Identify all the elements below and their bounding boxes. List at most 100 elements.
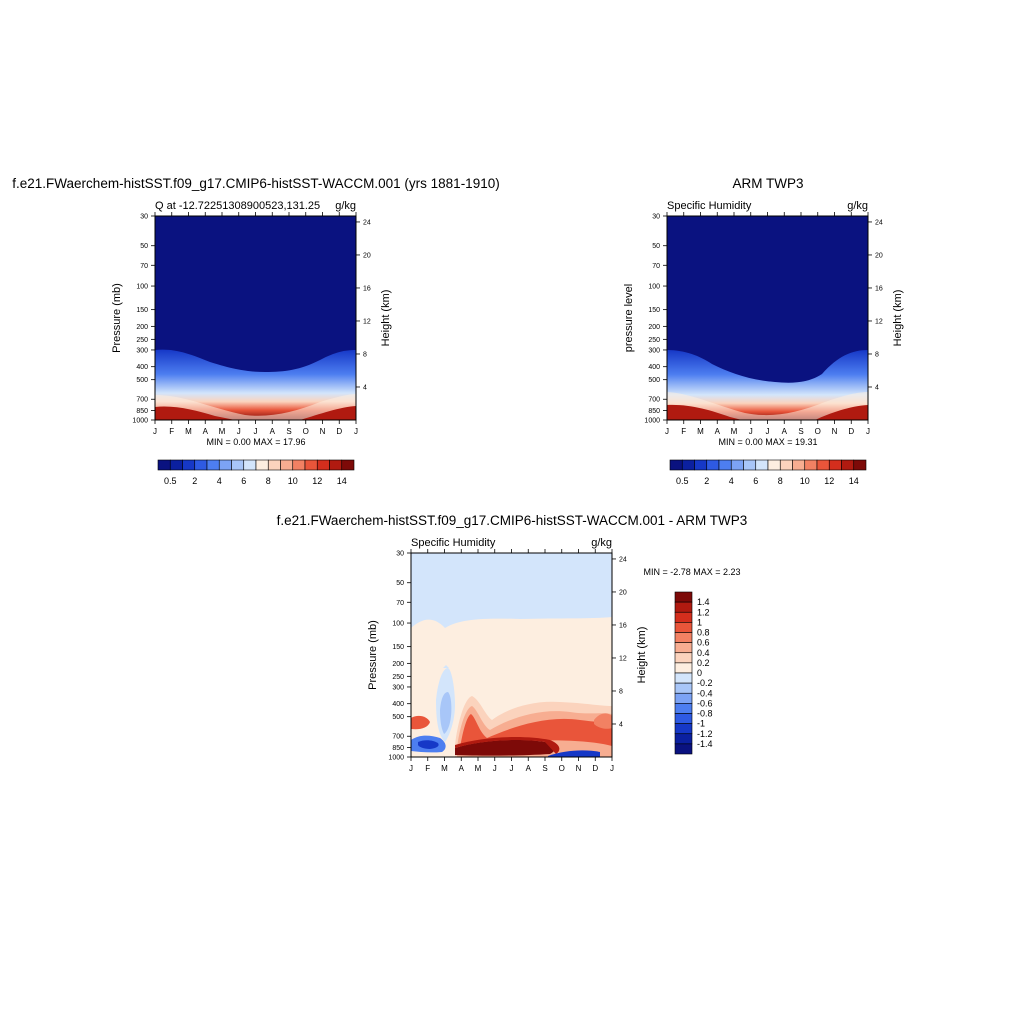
panel-diff-field xyxy=(411,553,612,757)
panel-model-colorbar-swatch xyxy=(182,459,196,471)
panel-obs-month-label: O xyxy=(815,427,821,436)
panel-diff-month-label: N xyxy=(576,764,582,773)
panel-obs-month-label: S xyxy=(798,427,803,436)
panel-obs-colorbar-swatch xyxy=(767,459,781,471)
panel-diff-minmax: MIN = -2.78 MAX = 2.23 xyxy=(643,567,740,577)
panel-diff-month-label: A xyxy=(526,764,532,773)
panel-model-month-label: F xyxy=(169,427,174,436)
panel-model-ptick-label: 70 xyxy=(140,263,148,270)
panel-diff-colorbar-swatch xyxy=(674,713,693,724)
panel-model-htick-label: 20 xyxy=(363,252,371,259)
panel-model-colorbar-swatch xyxy=(231,459,245,471)
panel-diff-htick-label: 4 xyxy=(619,721,623,728)
panel-obs-minmax: MIN = 0.00 MAX = 19.31 xyxy=(718,437,817,447)
panel-model-colorbar-swatch xyxy=(292,459,306,471)
panel-obs-ptick-label: 150 xyxy=(648,307,660,314)
panel-obs-ptick-label: 100 xyxy=(648,284,660,291)
panel-model-ptick-label: 30 xyxy=(140,214,148,221)
panel-model-colorbar-label: 4 xyxy=(217,476,222,486)
panel-model-month-label: J xyxy=(354,427,358,436)
panel-diff-oct-blue xyxy=(548,750,600,757)
panel-model-units-label: g/kg xyxy=(335,200,356,212)
panel-obs-colorbar-swatch xyxy=(779,459,793,471)
panel-diff-ptick-label: 1000 xyxy=(388,755,404,762)
panel-obs-month-label: N xyxy=(832,427,838,436)
panel-diff-colorbar-swatch xyxy=(674,692,693,704)
panel-diff-march-spike xyxy=(443,665,449,668)
panel-diff-colorbar-swatch xyxy=(674,743,693,755)
panel-diff-colorbar-label: 1.2 xyxy=(697,607,710,617)
panel-diff-month-label: O xyxy=(559,764,565,773)
panel-model-ptick-label: 200 xyxy=(136,324,148,331)
panel-diff-colorbar-label: 0.6 xyxy=(697,638,710,648)
panel-model-colorbar-swatch xyxy=(304,459,318,471)
panel-model-field xyxy=(155,216,356,420)
panel-model-axes: 30 50 70 100 150 200 250 300 400 500 700 850 1000 24 2… xyxy=(132,212,371,436)
panel-diff-lower-max2 xyxy=(455,737,560,754)
panel-model-htick-label: 24 xyxy=(363,219,371,226)
panel-model-colorbar-swatch xyxy=(280,459,294,471)
panel-model-colorbar-label: 6 xyxy=(241,476,246,486)
panel-diff-colorbar-swatch xyxy=(674,723,693,735)
panel-model-colorbar-label: 14 xyxy=(337,476,347,486)
panel-diff-units-label: g/kg xyxy=(591,537,612,549)
panel-obs-ptick-label: 850 xyxy=(648,408,660,415)
panel-model-ptick-label: 100 xyxy=(136,284,148,291)
panel-diff-colorbar-swatch xyxy=(674,672,693,684)
panel-obs-htick-label: 24 xyxy=(875,219,883,226)
panel-model-month-label: A xyxy=(270,427,276,436)
panel-model-ptick-label: 700 xyxy=(136,397,148,404)
panel-diff-month-label: J xyxy=(409,764,413,773)
panel-diff-month-label: M xyxy=(475,764,482,773)
panel-diff-month-label: J xyxy=(610,764,614,773)
panel-model-ptick-label: 400 xyxy=(136,364,148,371)
panel-model-month-label: A xyxy=(203,427,209,436)
panel-obs-colorbar-swatch xyxy=(730,459,744,471)
panel-model-month-label: N xyxy=(320,427,326,436)
panel-obs-htick-label: 12 xyxy=(875,318,883,325)
panel-diff-colorbar-label: 0 xyxy=(697,668,702,678)
panel-model: f.e21.FWaerchem-histSST.f09_g17.CMIP6-hi… xyxy=(12,176,499,486)
panel-obs-colorbar-swatch xyxy=(816,459,830,471)
panel-obs-ptick-label: 50 xyxy=(652,243,660,250)
panel-diff-colorbar-label: -1.4 xyxy=(697,739,713,749)
panel-diff-colorbar-swatch xyxy=(674,601,693,613)
panel-obs-month-label: M xyxy=(697,427,704,436)
panel-model-month-label: J xyxy=(153,427,157,436)
panel-model-moist-layer xyxy=(155,349,356,420)
panel-model-htick-label: 4 xyxy=(363,384,367,391)
panel-obs-ptick-label: 30 xyxy=(652,214,660,221)
panel-obs-ptick-label: 400 xyxy=(648,364,660,371)
panel-obs-ptick-label: 250 xyxy=(648,337,660,344)
panel-obs-title: ARM TWP3 xyxy=(732,176,803,191)
panel-obs-surface-hot xyxy=(667,404,868,420)
panel-obs-htick-label: 16 xyxy=(875,285,883,292)
panel-obs-y2label: Height (km) xyxy=(892,290,904,347)
panel-diff-title: f.e21.FWaerchem-histSST.f09_g17.CMIP6-hi… xyxy=(277,513,748,528)
panel-diff-ylabel: Pressure (mb) xyxy=(367,620,379,690)
panel-model-colorbar-label: 0.5 xyxy=(164,476,177,486)
panel-diff-lower-max xyxy=(455,740,555,756)
panel-diff-colorbar-label: 1.4 xyxy=(697,597,710,607)
panel-diff-colorbar-label: 1 xyxy=(697,617,702,627)
panel-obs-ptick-label: 70 xyxy=(652,263,660,270)
panel-obs-colorbar-label: 8 xyxy=(778,476,783,486)
panel-diff-colorbar-swatch xyxy=(674,622,693,633)
panel-diff-colorbar-swatch xyxy=(674,703,693,714)
panel-obs-month-label: F xyxy=(681,427,686,436)
panel-obs-ptick-label: 500 xyxy=(648,377,660,384)
panel-model-ptick-label: 850 xyxy=(136,408,148,415)
panel-model-month-label: J xyxy=(237,427,241,436)
panel-diff-ptick-label: 850 xyxy=(392,745,404,752)
panel-diff-htick-label: 16 xyxy=(619,622,627,629)
panel-diff-ptick-label: 50 xyxy=(396,580,404,587)
panel-diff-ptick-label: 30 xyxy=(396,551,404,558)
panel-model-htick-label: 12 xyxy=(363,318,371,325)
panel-model-colorbar-swatch xyxy=(255,459,269,471)
panel-diff-month-label: F xyxy=(425,764,430,773)
panel-diff-y2label: Height (km) xyxy=(636,627,648,684)
panel-obs-variable-label: Specific Humidity xyxy=(667,200,752,212)
panel-diff-colorbar-swatch xyxy=(674,611,693,623)
panel-diff-htick-label: 8 xyxy=(619,688,623,695)
